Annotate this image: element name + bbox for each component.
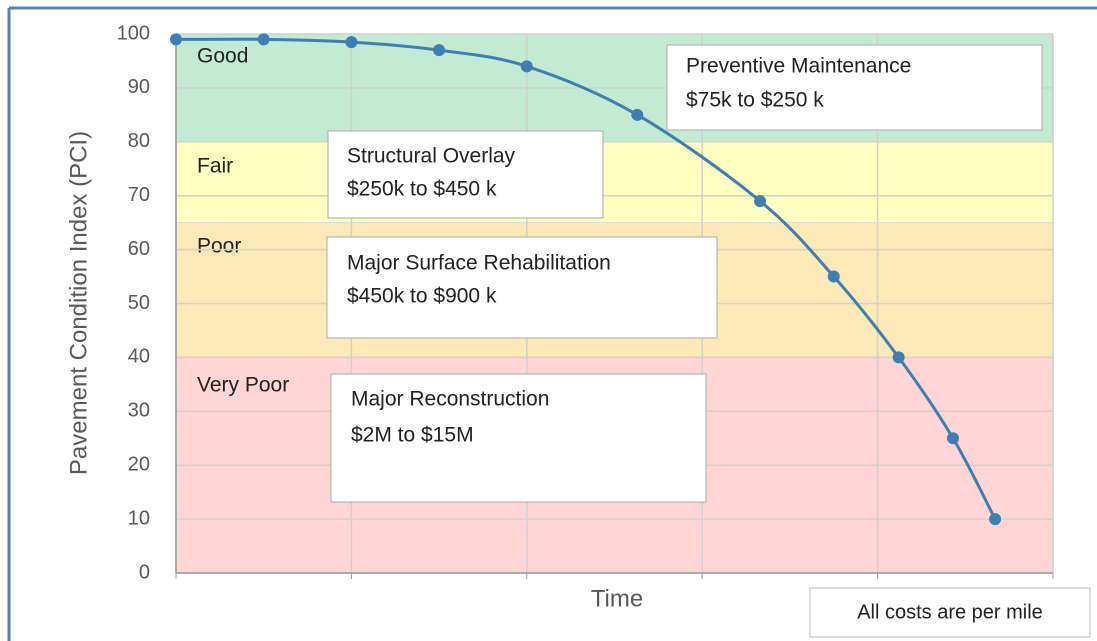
point (345, 36, 358, 49)
annotation-text: $2M to $15M (351, 424, 474, 447)
y-tick-label: 60 (128, 238, 150, 260)
x-axis-label: Time (591, 585, 643, 612)
band-label: Poor (197, 235, 241, 258)
band-label: Very Poor (197, 374, 289, 397)
annotation-box (326, 236, 718, 339)
annotation-text: Major Surface Rehabilitation (347, 252, 611, 275)
y-tick-label: 80 (128, 130, 150, 152)
y-tick-label: 20 (128, 453, 150, 475)
annotation-text: Preventive Maintenance (686, 55, 911, 78)
point (433, 44, 446, 57)
annotation-text: $250k to $450 k (347, 178, 497, 201)
y-tick-label: 50 (128, 292, 150, 314)
y-tick-label: 40 (128, 346, 150, 368)
annotation-box (666, 44, 1043, 131)
point (170, 33, 182, 46)
y-tick-label: 0 (139, 561, 150, 583)
footnote: All costs are per mile (857, 601, 1043, 623)
point (892, 351, 905, 364)
point (827, 270, 840, 283)
band-label: Good (197, 45, 248, 68)
y-axis-label: Pavement Condition Index (PCI) (65, 131, 92, 475)
annotation-box (330, 373, 707, 503)
y-tick-label: 70 (128, 184, 150, 206)
footnote-box (809, 587, 1091, 638)
annotation-box (327, 130, 604, 219)
y-tick-label: 90 (128, 76, 150, 98)
annotation-text: Structural Overlay (347, 145, 516, 168)
point (520, 60, 533, 73)
band (175, 141, 1054, 224)
annotation-text: Major Reconstruction (351, 388, 549, 411)
point (257, 33, 270, 46)
point (989, 513, 1002, 526)
point (754, 195, 767, 208)
y-tick-label: 100 (117, 22, 150, 44)
annotation-text: $75k to $250 k (686, 89, 824, 112)
y-tick-label: 10 (128, 507, 150, 529)
point (631, 108, 644, 121)
band-label: Fair (197, 155, 233, 178)
annotation-text: $450k to $900 k (347, 285, 497, 308)
point (947, 432, 960, 445)
y-tick-label: 30 (128, 400, 150, 422)
